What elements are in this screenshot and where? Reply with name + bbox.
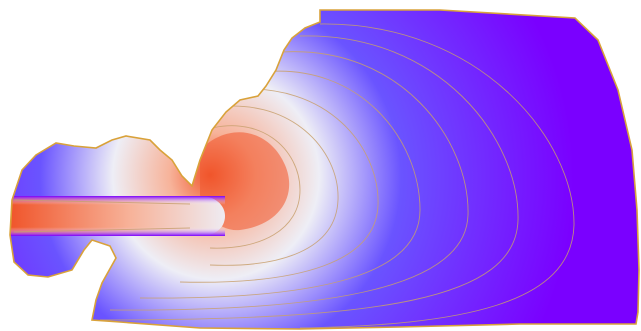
contour-line	[99, 35, 519, 321]
contour-lines	[13, 23, 575, 329]
contour-line	[209, 105, 339, 266]
contour-line	[299, 23, 575, 329]
contour-line	[179, 88, 379, 283]
contour-line	[13, 227, 191, 233]
contour-line	[109, 51, 469, 311]
contour-line	[13, 199, 191, 205]
contour-line	[197, 125, 301, 249]
contour-line	[139, 70, 421, 299]
